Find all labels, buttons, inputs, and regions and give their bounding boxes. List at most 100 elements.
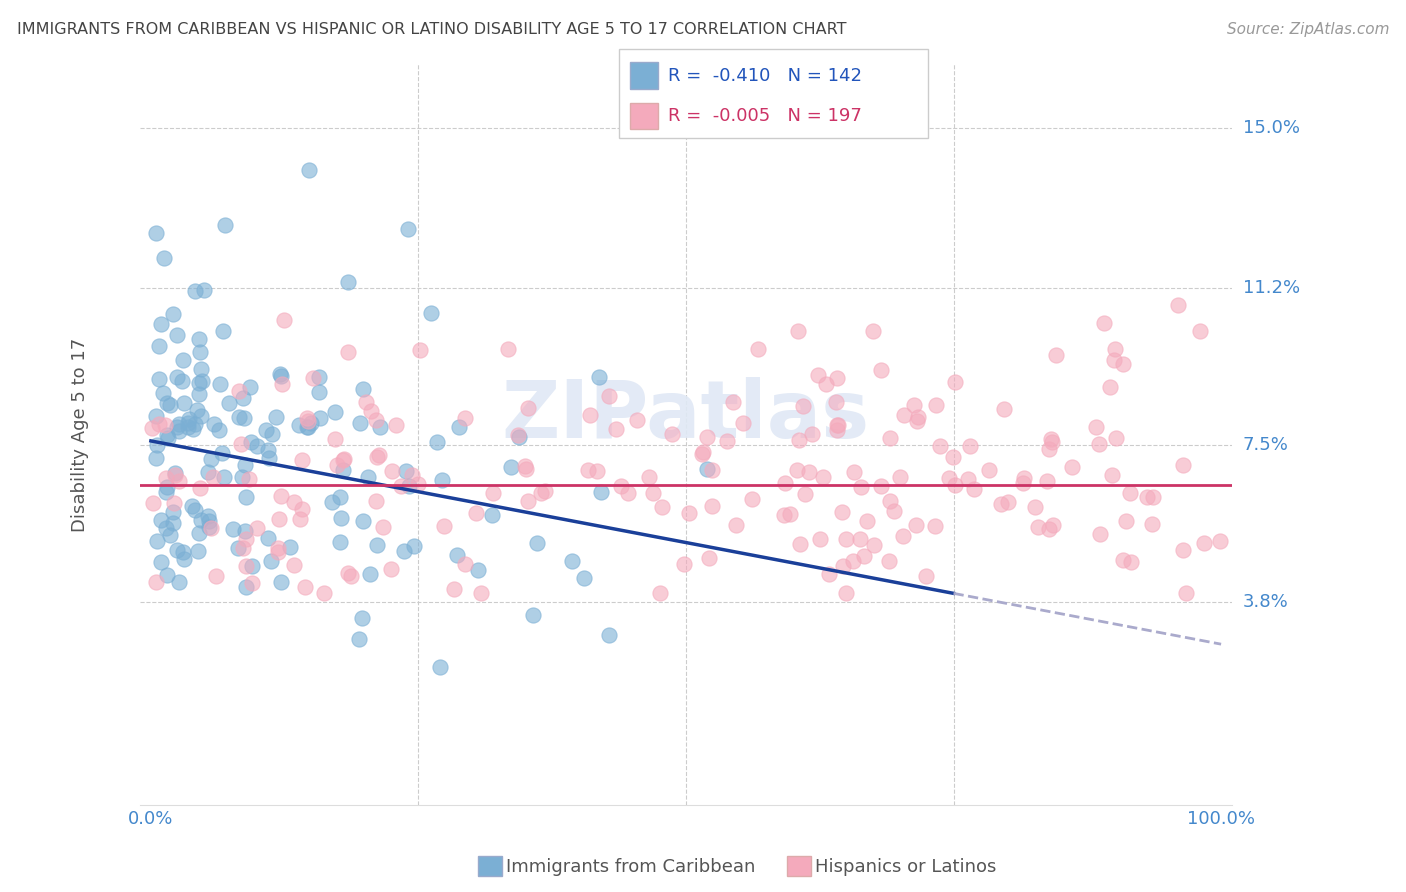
Point xyxy=(801,426,824,441)
Text: 15.0%: 15.0% xyxy=(1243,119,1299,136)
Point xyxy=(938,471,960,485)
Point xyxy=(332,463,354,477)
Point xyxy=(723,395,745,409)
Point xyxy=(579,408,602,422)
Point xyxy=(449,420,471,434)
Point xyxy=(481,485,503,500)
Text: IMMIGRANTS FROM CARIBBEAN VS HISPANIC OR LATINO DISABILITY AGE 5 TO 17 CORRELATI: IMMIGRANTS FROM CARIBBEAN VS HISPANIC OR… xyxy=(17,22,846,37)
Point xyxy=(381,465,404,479)
Point xyxy=(1088,527,1111,541)
Point xyxy=(638,469,661,483)
Point xyxy=(773,508,796,522)
Point xyxy=(1209,534,1232,549)
Point xyxy=(149,513,172,527)
Point xyxy=(1192,535,1215,549)
Point xyxy=(626,413,648,427)
Point xyxy=(1040,434,1063,449)
Point xyxy=(1119,486,1142,500)
Point xyxy=(191,374,214,388)
Point xyxy=(1140,516,1163,531)
Point xyxy=(360,404,382,418)
Point xyxy=(149,317,172,331)
Point xyxy=(167,474,190,488)
Point xyxy=(186,543,208,558)
Point xyxy=(211,325,233,339)
Point xyxy=(228,409,250,424)
Point xyxy=(321,495,343,509)
Point xyxy=(172,353,194,368)
Point xyxy=(222,522,245,536)
Point xyxy=(825,423,848,437)
Point xyxy=(426,434,449,449)
Point xyxy=(576,463,599,477)
Point xyxy=(598,389,620,403)
Point xyxy=(787,433,810,447)
Point xyxy=(291,501,314,516)
Point xyxy=(380,562,402,576)
Point xyxy=(1188,324,1211,338)
Point xyxy=(337,276,360,290)
Point xyxy=(169,424,191,438)
Point xyxy=(257,451,280,466)
Point xyxy=(179,412,201,426)
Point xyxy=(205,569,228,583)
Point xyxy=(572,571,595,585)
Point xyxy=(187,387,209,401)
Point xyxy=(815,376,838,391)
Point xyxy=(323,404,346,418)
Point xyxy=(150,555,173,569)
Point xyxy=(561,554,583,568)
Point xyxy=(162,504,184,518)
Point xyxy=(1112,357,1135,371)
Point xyxy=(943,477,966,491)
Point xyxy=(508,430,530,444)
Point xyxy=(515,458,537,473)
Point xyxy=(145,451,167,466)
Point xyxy=(1045,349,1067,363)
Point xyxy=(678,506,700,520)
Point xyxy=(533,484,555,499)
Point xyxy=(188,376,211,391)
Point xyxy=(242,558,264,573)
Point xyxy=(264,410,287,425)
Point xyxy=(186,402,208,417)
Point xyxy=(198,514,221,528)
Point xyxy=(184,503,207,517)
Point xyxy=(177,419,200,434)
Point xyxy=(166,328,188,343)
Point xyxy=(1038,442,1060,456)
Point xyxy=(526,535,548,549)
Text: Source: ZipAtlas.com: Source: ZipAtlas.com xyxy=(1226,22,1389,37)
Point xyxy=(433,518,456,533)
Point xyxy=(792,400,814,414)
Point xyxy=(834,586,856,600)
Point xyxy=(907,410,929,425)
Point xyxy=(197,466,219,480)
Point xyxy=(142,496,165,510)
Text: 11.2%: 11.2% xyxy=(1243,279,1299,298)
Point xyxy=(692,445,714,459)
Point xyxy=(267,541,290,555)
Point xyxy=(831,505,853,519)
Point xyxy=(146,438,169,452)
Text: ZIPatlas: ZIPatlas xyxy=(502,376,870,455)
Point xyxy=(990,497,1012,511)
Point xyxy=(700,500,723,514)
Point xyxy=(905,517,928,532)
Point xyxy=(145,227,167,241)
Point xyxy=(163,496,186,510)
Point xyxy=(395,464,418,478)
Point xyxy=(891,529,914,543)
Point xyxy=(942,450,965,464)
Point xyxy=(260,553,283,567)
Point xyxy=(163,466,186,480)
Point xyxy=(702,463,724,477)
Point xyxy=(1167,298,1189,312)
Point xyxy=(208,423,231,437)
Point xyxy=(166,543,188,558)
Point xyxy=(1115,514,1137,528)
Point xyxy=(1087,437,1109,451)
Point xyxy=(156,480,179,494)
Point xyxy=(672,557,695,571)
Point xyxy=(928,439,950,453)
